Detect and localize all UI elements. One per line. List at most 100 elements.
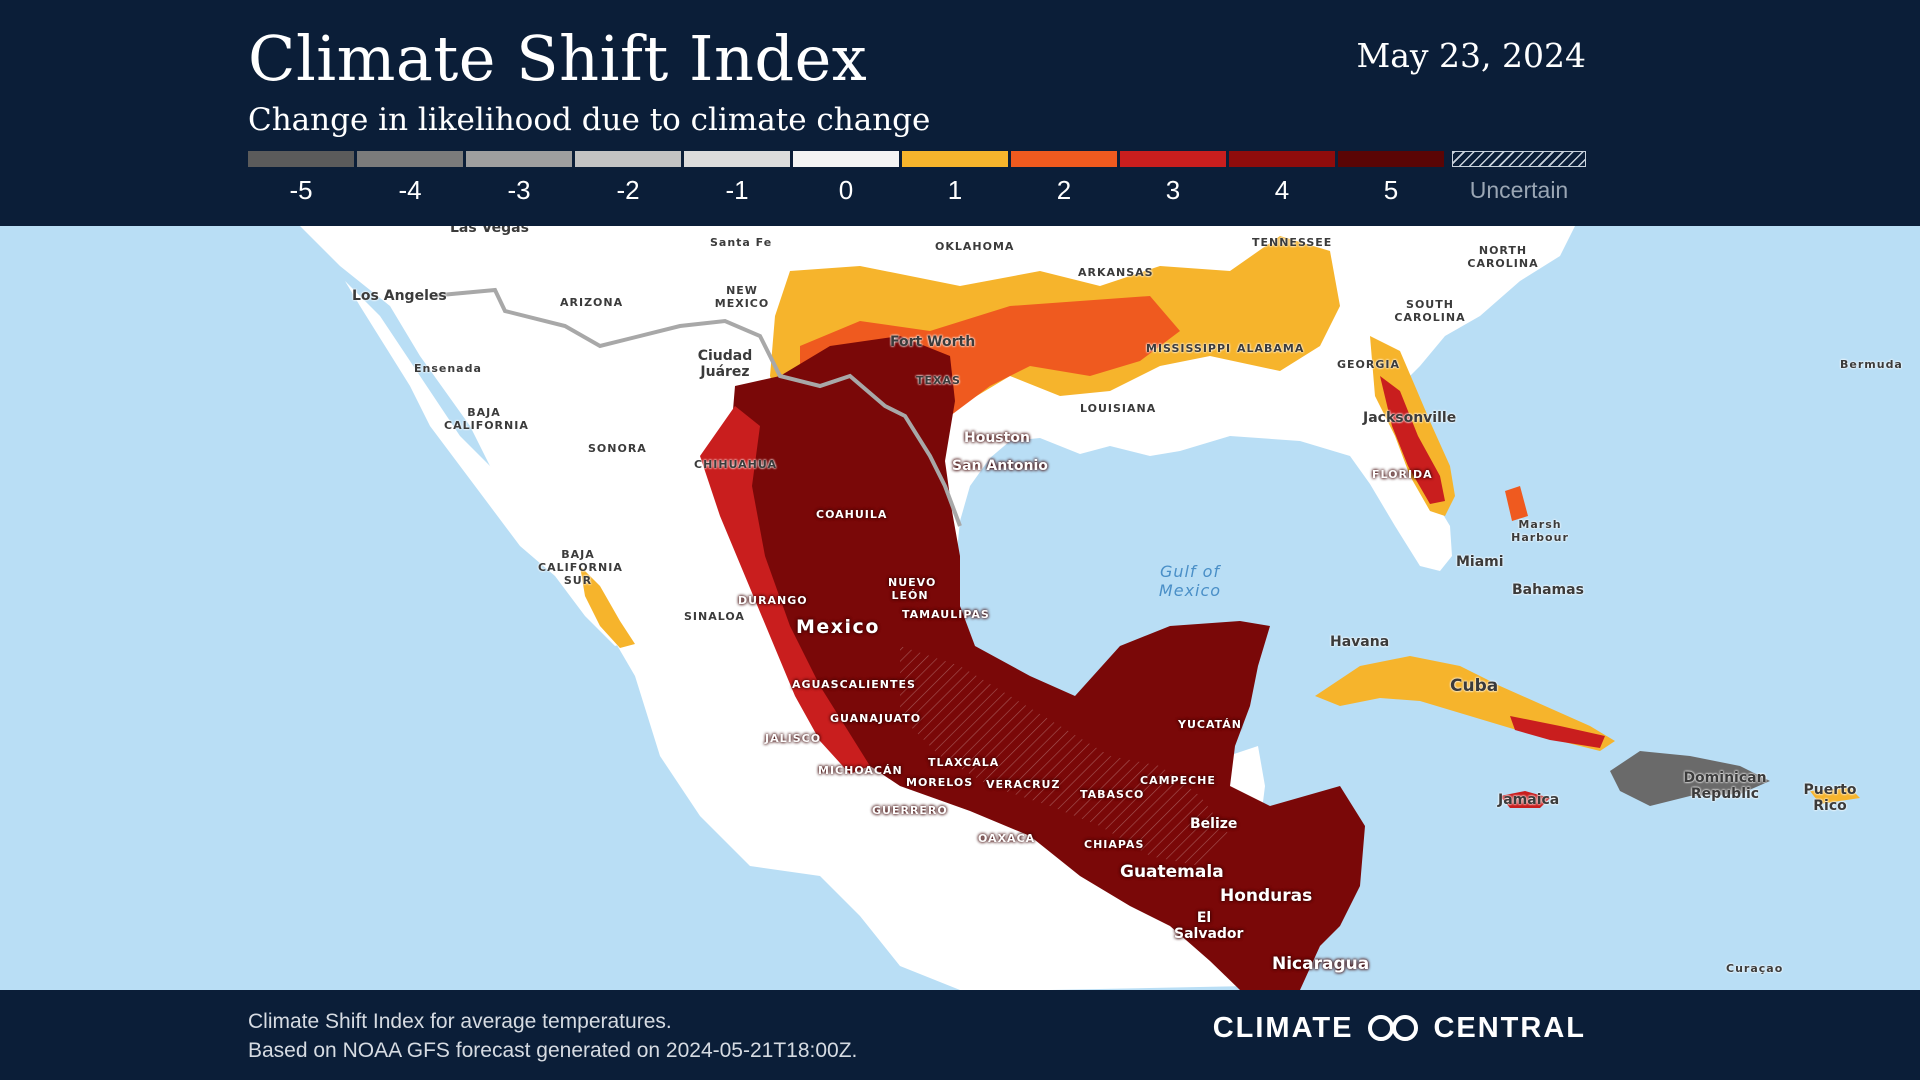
label-texas: TEXAS	[916, 374, 961, 387]
label-puerto-rico: Puerto Rico	[1803, 782, 1857, 814]
label-guerrero: GUERRERO	[872, 804, 948, 817]
label-las-vegas: Las Vegas	[450, 226, 529, 236]
label-cuba: Cuba	[1450, 676, 1499, 696]
legend-item-minus-5: -5	[248, 151, 354, 211]
us-mexico-border	[429, 287, 962, 527]
label-fort-worth: Fort Worth	[890, 334, 976, 350]
label-tabasco: TABASCO	[1080, 788, 1145, 801]
heat-mexico-fringe	[700, 406, 870, 774]
label-alabama: ALABAMA	[1237, 342, 1305, 355]
label-tlaxcala: TLAXCALA	[928, 756, 1000, 769]
label-miami: Miami	[1456, 554, 1504, 570]
heat-florida-core	[1380, 376, 1445, 504]
legend-label: -1	[725, 175, 749, 205]
label-morelos: MORELOS	[906, 776, 974, 789]
legend-swatch	[1011, 151, 1117, 167]
label-havana: Havana	[1330, 634, 1390, 650]
legend-item-0: 0	[793, 151, 899, 211]
label-gulf-of-mexico: Gulf of Mexico	[1158, 562, 1222, 600]
label-south-carolina: SOUTH CAROLINA	[1394, 298, 1466, 324]
label-jamaica: Jamaica	[1498, 792, 1560, 808]
label-durango: DURANGO	[738, 594, 808, 607]
legend-swatch	[793, 151, 899, 167]
land-hispaniola	[1610, 751, 1770, 806]
label-tamaulipas: TAMAULIPAS	[902, 608, 990, 621]
label-campeche: CAMPECHE	[1140, 774, 1216, 787]
label-houston: Houston	[964, 430, 1030, 446]
legend-label: Uncertain	[1469, 177, 1569, 203]
legend-item-3: 3	[1120, 151, 1226, 211]
label-aguascalientes: AGUASCALIENTES	[792, 678, 916, 691]
legend-item-minus-3: -3	[466, 151, 572, 211]
legend-item-minus-2: -2	[575, 151, 681, 211]
label-jacksonville: Jacksonville	[1363, 410, 1457, 426]
legend-item-4: 4	[1229, 151, 1335, 211]
footer-note-1: Climate Shift Index for average temperat…	[248, 1010, 672, 1033]
legend-swatch	[248, 151, 354, 167]
label-dominican-republic: Dominican Republic	[1683, 770, 1767, 802]
page-subtitle: Change in likelihood due to climate chan…	[248, 102, 931, 138]
legend-label: -5	[289, 175, 313, 205]
legend-label: 5	[1383, 175, 1399, 205]
legend-item-minus-1: -1	[684, 151, 790, 211]
label-tennessee: TENNESSEE	[1252, 236, 1333, 249]
legend-swatch	[466, 151, 572, 167]
header-bar: Climate Shift Index Change in likelihood…	[0, 0, 1920, 226]
land-baja-california	[345, 281, 632, 646]
label-coahuila: COAHUILA	[816, 508, 888, 521]
label-yucatan: YUCATÁN	[1178, 718, 1242, 731]
legend-swatch	[575, 151, 681, 167]
map-panel[interactable]: Las Vegas Santa Fe OKLAHOMA TENNESSEE NO…	[0, 226, 1920, 990]
label-san-antonio: San Antonio	[952, 458, 1048, 474]
label-mexico: Mexico	[796, 616, 880, 638]
legend-swatch-hatched	[1452, 151, 1586, 167]
label-baja-california-sur: BAJA CALIFORNIA SUR	[538, 548, 623, 587]
label-belize: Belize	[1190, 816, 1238, 832]
label-mississippi: MISSISSIPPI	[1146, 342, 1232, 355]
brand-text-right: CENTRAL	[1433, 1011, 1586, 1044]
label-oaxaca: OAXACA	[978, 832, 1036, 845]
label-arkansas: ARKANSAS	[1078, 266, 1154, 279]
label-chihuahua: CHIHUAHUA	[694, 458, 777, 471]
legend-label: 4	[1274, 175, 1290, 205]
label-santa-fe: Santa Fe	[710, 236, 773, 249]
label-sonora: SONORA	[588, 442, 647, 455]
label-nicaragua: Nicaragua	[1272, 954, 1370, 974]
label-guanajuato: GUANAJUATO	[830, 712, 922, 725]
legend-item-5: 5	[1338, 151, 1444, 211]
legend-swatch	[1229, 151, 1335, 167]
label-el-salvador: El Salvador	[1174, 910, 1244, 942]
legend-swatch	[1338, 151, 1444, 167]
legend-swatch	[1120, 151, 1226, 167]
label-new-mexico: NEW MEXICO	[714, 284, 770, 310]
legend-swatch	[684, 151, 790, 167]
label-chiapas: CHIAPAS	[1084, 838, 1145, 851]
uncertain-hatch-area	[900, 646, 1230, 866]
page-title: Climate Shift Index	[248, 22, 868, 95]
legend-swatch	[902, 151, 1008, 167]
legend-label: 2	[1056, 175, 1072, 205]
label-guatemala: Guatemala	[1120, 862, 1224, 882]
heat-jamaica	[1500, 791, 1550, 808]
label-marsh-harbour: Marsh Harbour	[1511, 518, 1569, 544]
label-sinaloa: SINALOA	[684, 610, 745, 623]
label-curacao: Curaçao	[1726, 962, 1784, 975]
heat-baja-sur	[580, 566, 635, 648]
label-bermuda: Bermuda	[1840, 358, 1903, 371]
label-jalisco: JALISCO	[765, 732, 822, 745]
land-puerto-rico	[1810, 788, 1860, 804]
legend-item-uncertain: Uncertain	[1452, 151, 1586, 211]
legend-swatch	[357, 151, 463, 167]
label-nuevo-leon: NUEVO LEÓN	[888, 576, 937, 602]
label-bahamas: Bahamas	[1512, 582, 1584, 598]
heat-cuba-core	[1510, 716, 1605, 748]
map-canvas	[300, 226, 1860, 990]
label-oklahoma: OKLAHOMA	[935, 240, 1015, 253]
footer-bar: Climate Shift Index for average temperat…	[0, 990, 1920, 1080]
legend-label: -4	[398, 175, 422, 205]
brand-text-left: CLIMATE	[1212, 1011, 1354, 1044]
legend-item-1: 1	[902, 151, 1008, 211]
legend-item-minus-4: -4	[357, 151, 463, 211]
brand-logo[interactable]: CLIMATE CENTRAL	[1213, 1008, 1586, 1048]
label-florida: FLORIDA	[1372, 468, 1433, 481]
